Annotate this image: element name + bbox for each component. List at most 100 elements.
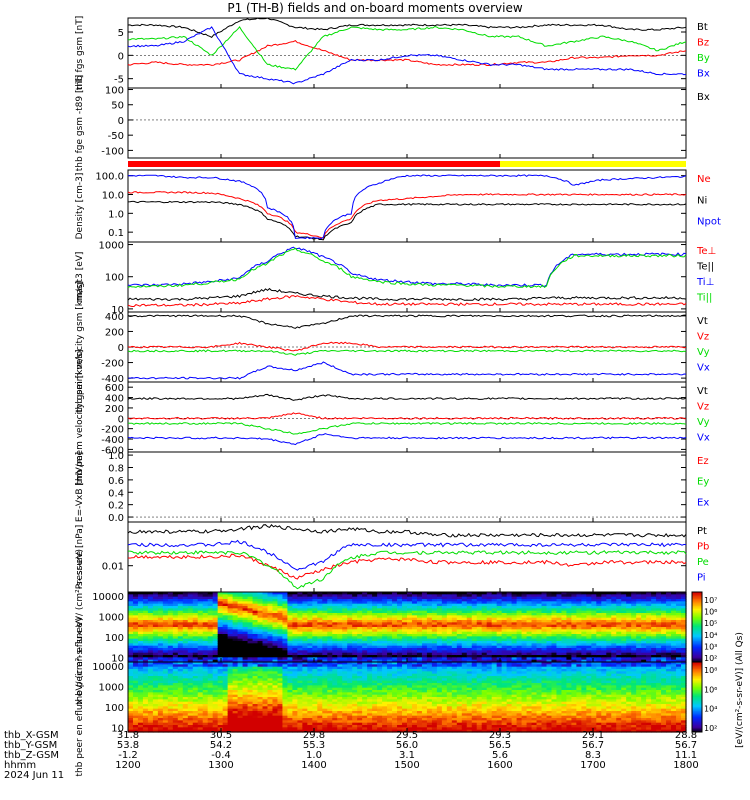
peir-cell: [312, 601, 318, 605]
peir-cell: [426, 650, 433, 654]
peer-cell: [307, 725, 313, 728]
peir-cell: [212, 620, 219, 623]
peer-cell: [247, 704, 254, 707]
density-ytick-label: 1.0: [108, 209, 124, 220]
peir-cell: [172, 631, 179, 635]
peir-cell: [137, 610, 144, 614]
peer-cell: [307, 722, 313, 726]
peer-cell: [217, 690, 224, 693]
peir-cell: [626, 608, 632, 612]
peer-cell: [232, 694, 239, 698]
peir-cell: [421, 615, 428, 619]
peer-cell: [277, 683, 284, 686]
peir-cell: [362, 629, 368, 633]
peer-cell: [317, 694, 323, 698]
peer-cell: [217, 692, 224, 696]
peer-cell: [287, 680, 294, 684]
peer-cell: [282, 662, 289, 665]
peir-cell: [242, 650, 249, 654]
peir-cell: [571, 638, 577, 642]
peer-cell: [167, 690, 174, 693]
peer-cell: [177, 673, 184, 677]
peir-cell: [581, 652, 587, 656]
peir-cell: [147, 615, 154, 619]
peir-cell: [486, 641, 493, 644]
peer-cell: [302, 715, 308, 719]
peir-cell: [212, 624, 219, 628]
peer-cell: [307, 664, 313, 668]
peir-cell: [596, 624, 602, 628]
peer-cell: [292, 708, 298, 712]
peer-cell: [237, 729, 244, 733]
peir-cell: [581, 596, 587, 600]
peir-cell: [591, 638, 597, 642]
peir-cell: [441, 645, 448, 649]
peir-cell: [302, 629, 308, 633]
peir-cell: [392, 617, 398, 621]
peir-cell: [387, 599, 393, 602]
peer-cell: [157, 687, 164, 691]
peir-cell: [581, 594, 587, 598]
peir-cell: [402, 645, 408, 649]
peer-cell: [332, 692, 338, 696]
peir-cell: [202, 643, 209, 647]
peir-cell: [436, 596, 443, 600]
peer-cell: [167, 683, 174, 686]
peer-cell: [282, 713, 289, 717]
peir-cell: [621, 634, 627, 637]
peir-cell: [267, 624, 274, 628]
peir-cell: [367, 643, 373, 647]
peir-cell: [128, 613, 134, 616]
peir-cell: [297, 594, 303, 598]
peir-cell: [342, 606, 348, 609]
peer-cell: [312, 699, 318, 703]
peer-cell: [267, 697, 274, 700]
peer-cell: [137, 715, 144, 719]
peir-cell: [227, 624, 234, 628]
peir-cell: [446, 617, 453, 621]
peir-cell: [606, 601, 612, 605]
peir-cell: [367, 613, 373, 616]
peer-cell: [152, 669, 159, 672]
peir-cell: [566, 634, 573, 637]
peir-cell: [242, 636, 249, 640]
peir-cell: [347, 596, 353, 600]
peir-cell: [606, 592, 612, 595]
peir-cell: [441, 634, 448, 637]
peir-cell: [431, 601, 438, 605]
peim-series-Vt: [127, 314, 686, 329]
peir-cell: [297, 620, 303, 623]
peir-cell: [636, 650, 642, 654]
peir-cell: [661, 603, 667, 607]
peir-cell: [421, 592, 428, 595]
peir-cell: [536, 599, 543, 602]
peir-cell: [436, 603, 443, 607]
peir-cell: [656, 657, 662, 661]
peir-cell: [202, 655, 209, 658]
peir-cell: [436, 638, 443, 642]
peir-cell: [421, 641, 428, 644]
peir-cell: [591, 655, 597, 658]
peir-cell: [656, 643, 662, 647]
peir-cell: [641, 634, 647, 637]
peer-cell: [272, 694, 279, 698]
peer-cell: [177, 680, 184, 684]
peir-cell: [162, 608, 169, 612]
peer-cell: [277, 718, 284, 721]
peer-cell: [207, 680, 214, 684]
peir-cell: [207, 613, 214, 616]
peir-cell: [267, 620, 274, 623]
peer-cell: [217, 666, 224, 670]
peer-cell: [242, 699, 249, 703]
peir-cell: [262, 657, 269, 661]
peer-cell: [177, 666, 184, 670]
peir-cell: [441, 596, 448, 600]
peir-cell: [561, 592, 568, 595]
peer-cell: [302, 666, 308, 670]
peir-cell: [387, 617, 393, 621]
peir-cell: [342, 610, 348, 614]
peir-cell: [431, 634, 438, 637]
peer-cell: [272, 680, 279, 684]
peir-cell: [491, 610, 498, 614]
peir-cell: [372, 606, 378, 609]
